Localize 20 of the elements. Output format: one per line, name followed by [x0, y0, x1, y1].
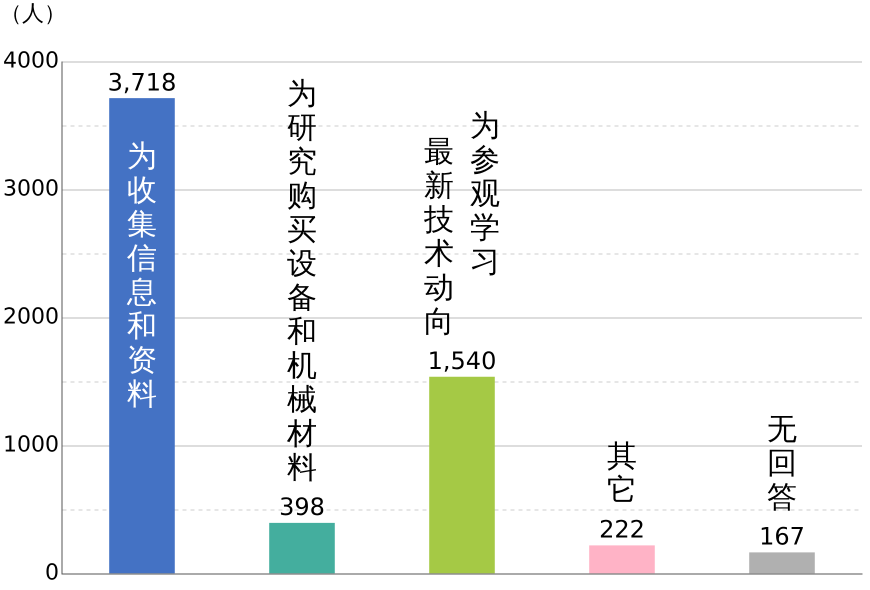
- data-label: 398: [279, 493, 325, 522]
- bar: [109, 98, 175, 574]
- bar: [429, 376, 495, 574]
- bar: [749, 552, 815, 574]
- y-axis-title: （人）: [0, 2, 66, 27]
- bar: [269, 522, 335, 574]
- data-label: 222: [599, 516, 645, 544]
- x-tick-label: 其它: [606, 439, 637, 508]
- y-tick-label: 2000: [2, 304, 59, 330]
- data-label: 167: [759, 522, 805, 551]
- x-tick-label: 为收集信息和资料: [126, 138, 157, 412]
- y-tick-label: 1000: [2, 432, 59, 458]
- data-label: 3,718: [108, 68, 176, 96]
- bar: [589, 545, 655, 574]
- x-tick-label: 无回答: [767, 412, 797, 516]
- y-tick-label: 3000: [2, 176, 59, 202]
- y-tick-label: 0: [44, 560, 59, 586]
- y-tick-label: 4000: [2, 48, 59, 74]
- category-label: 为研究购买设备和机械材料: [286, 76, 317, 486]
- data-label: 1,540: [428, 346, 496, 375]
